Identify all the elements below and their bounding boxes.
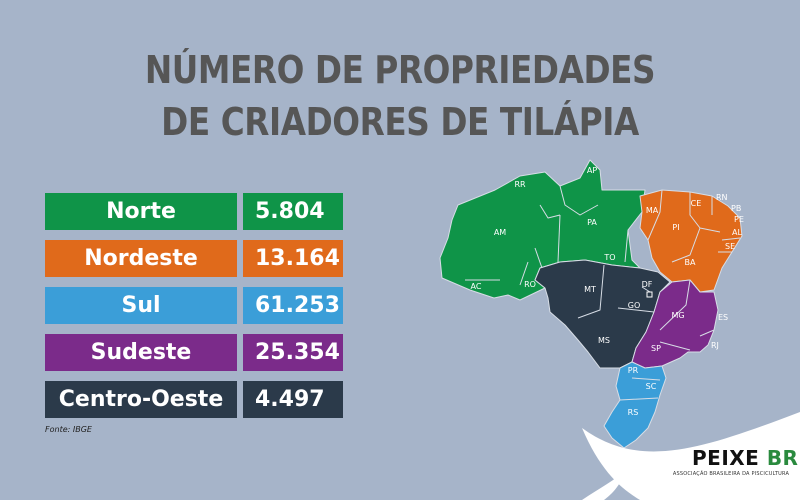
brand-suffix: BR [766,446,799,470]
title-line-1: NÚMERO DE PROPRIEDADES [144,48,656,92]
region-name: Sul [45,287,237,324]
state-label-pb: PB [731,204,741,213]
state-label-df: DF [642,280,653,289]
state-label-rr: RR [514,180,526,189]
state-label-ac: AC [471,282,482,291]
state-label-rs: RS [628,408,639,417]
state-label-al: AL [732,228,742,237]
state-label-ma: MA [646,206,659,215]
brand-logo: PEIXE BR [692,446,798,470]
state-label-pa: PA [587,218,597,227]
state-label-pi: PI [672,223,679,232]
region-sudeste [631,279,719,369]
title-line-2: DE CRIADORES DE TILÁPIA [161,100,639,144]
state-label-rj: RJ [711,341,719,350]
state-label-rn: RN [716,193,728,202]
state-label-ba: BA [685,258,696,267]
region-sul [603,361,667,449]
state-label-to: TO [603,253,615,262]
state-label-ro: RO [524,280,536,289]
state-label-es: ES [718,313,728,322]
region-value: 5.804 [243,193,343,230]
state-label-sp: SP [651,344,661,353]
region-value: 13.164 [243,240,343,277]
brand-tagline: ASSOCIAÇÃO BRASILEIRA DA PISCICULTURA [672,471,790,477]
brand-name: PEIXE [692,446,760,470]
state-label-pe: PE [734,215,744,224]
state-label-am: AM [494,228,506,237]
state-label-mt: MT [584,285,596,294]
region-value: 25.354 [243,334,343,371]
state-label-ce: CE [691,199,702,208]
state-label-se: SE [725,242,735,251]
logo-swoosh [582,412,800,500]
state-label-pr: PR [628,366,639,375]
region-name: Norte [45,193,237,230]
state-label-go: GO [628,301,641,310]
region-name: Nordeste [45,240,237,277]
region-name: Centro-Oeste [45,381,237,418]
state-label-ap: AP [587,166,597,175]
source-note: Fonte: IBGE [45,425,92,434]
region-value: 61.253 [243,287,343,324]
state-label-sc: SC [646,382,657,391]
df-marker [646,291,653,298]
state-label-ms: MS [598,336,610,345]
region-name: Sudeste [45,334,237,371]
state-label-mg: MG [671,311,684,320]
region-value: 4.497 [243,381,343,418]
